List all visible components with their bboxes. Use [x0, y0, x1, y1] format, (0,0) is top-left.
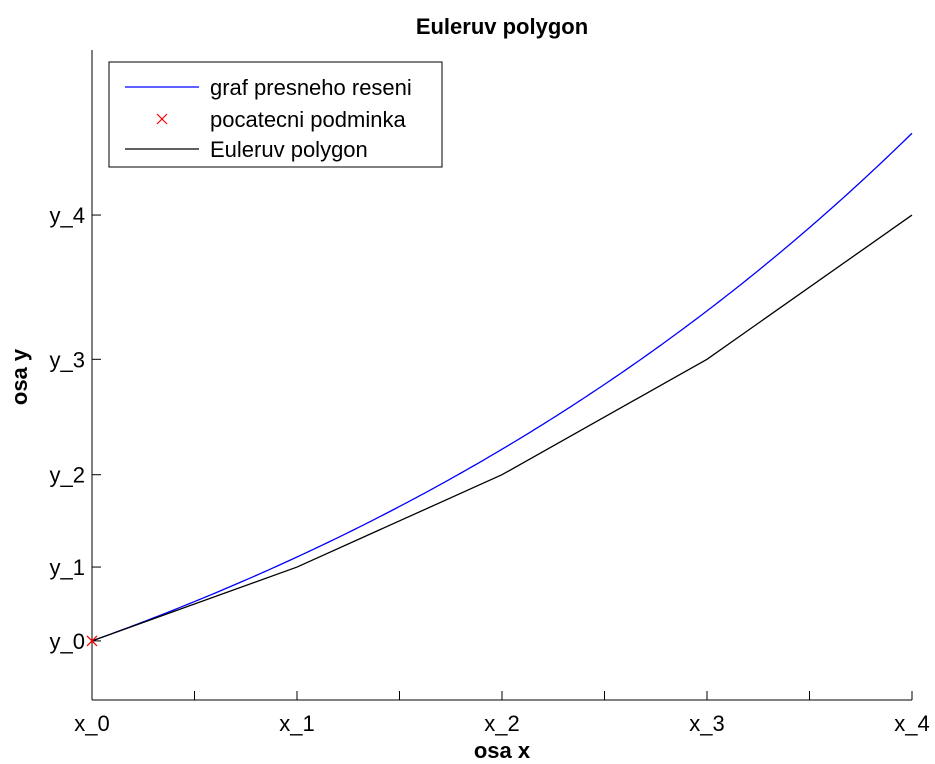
x-tick-label: x_3	[689, 711, 724, 736]
legend-label-initial: pocatecni podminka	[210, 107, 406, 132]
x-axis-label: osa x	[474, 738, 531, 763]
x-tick-label: x_4	[894, 711, 929, 736]
plot-area: x_0 x_1 x_2 x_3 x_4 y_0 y_1 y_2 y_3 y_4	[50, 50, 930, 736]
series-layer	[86, 132, 913, 647]
x-tick-label: x_1	[279, 711, 314, 736]
axis-ticks: x_0 x_1 x_2 x_3 x_4 y_0 y_1 y_2 y_3 y_4	[50, 203, 930, 736]
series-line-exact-solution	[91, 132, 913, 642]
y-tick-label: y_3	[50, 347, 85, 372]
x-tick-label: x_2	[484, 711, 519, 736]
y-tick-label: y_0	[50, 629, 85, 654]
y-tick-label: y_2	[50, 463, 85, 488]
chart-title: Euleruv polygon	[416, 14, 588, 39]
legend-label-exact: graf presneho reseni	[210, 75, 412, 100]
y-tick-label: y_1	[50, 555, 85, 580]
y-tick-label: y_4	[50, 203, 85, 228]
legend: graf presneho reseni pocatecni podminka …	[108, 61, 443, 168]
legend-label-euler: Euleruv polygon	[210, 137, 368, 162]
x-tick-label: x_0	[74, 711, 109, 736]
y-axis-label: osa y	[7, 348, 32, 405]
legend-swatch-initial-marker	[156, 113, 168, 125]
series-line-euler-polygon	[91, 214, 913, 642]
initial-condition-marker	[86, 635, 98, 647]
